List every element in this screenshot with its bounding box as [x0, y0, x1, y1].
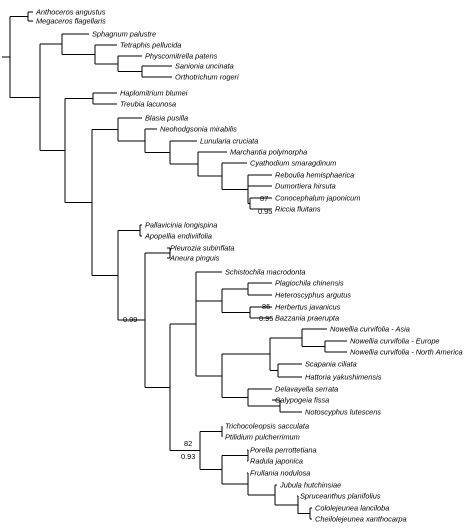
taxon-label: Aneura pinguis: [169, 254, 220, 263]
taxon-label: Scapania ciliata: [305, 360, 357, 369]
taxon-label: Tetraphis pellucida: [120, 41, 181, 50]
taxon-label: Cololejeunea lanciloba: [315, 504, 389, 513]
taxon-label: Porella perrottetiana: [250, 446, 317, 455]
support-value: 87: [260, 194, 268, 203]
taxon-label: Calypogeia fissa: [275, 396, 329, 405]
taxon-label: Marchantia polymorpha: [230, 148, 307, 157]
taxon-label: Nowellia curvifolia - Asia: [330, 325, 410, 334]
taxon-label: Frullania nodulosa: [250, 469, 310, 478]
support-value: 0.95: [259, 314, 273, 323]
taxon-label: Sanionia uncinata: [175, 62, 234, 71]
taxon-label: Neohodgsonia mirabilis: [160, 125, 237, 134]
taxon-label: Spruceanthus planifolius: [300, 492, 381, 501]
taxon-label: Apopellia endiviifolia: [144, 232, 212, 241]
taxon-label: Nowellia curvifolia - Europe: [350, 337, 440, 346]
taxon-label: Conocephalum japonicum: [275, 194, 360, 203]
taxon-label: Dumortiera hirsuta: [275, 182, 336, 191]
taxon-label: Anthoceros angustus: [35, 8, 106, 17]
taxon-label: Treubia lacunosa: [120, 100, 176, 109]
taxon-label: Haplomitrium blumei: [120, 89, 188, 98]
taxon-label: Trichocoleopsis sacculata: [225, 422, 309, 431]
taxon-label: Heteroscyphus argutus: [275, 291, 351, 300]
support-values: 87 0.95 86 0.95 0.99 82 0.93: [123, 194, 273, 461]
taxon-label: Nowellia curvifolia - North America: [350, 348, 463, 357]
support-value: 86: [262, 302, 270, 311]
taxon-label: Physcomitrella patens: [145, 52, 218, 61]
taxon-label: Delavayella serrata: [275, 385, 338, 394]
support-value: 0.95: [258, 207, 272, 216]
taxon-label: Plagiochila chinensis: [275, 279, 344, 288]
taxon-label: Reboulia hemisphaerica: [275, 171, 354, 180]
taxon-label: Riccia fluitans: [275, 205, 321, 214]
support-value: 0.93: [181, 452, 195, 461]
taxon-label: Pleurozia subinflata: [170, 244, 235, 253]
taxon-label: Radula japonica: [250, 457, 303, 466]
taxon-label: Schistochila macrodonta: [225, 268, 306, 277]
taxon-label: Bazzania praerupta: [275, 314, 339, 323]
taxon-label: Megaceros flagellaris: [36, 17, 106, 26]
taxon-label: Notoscyphus lutescens: [305, 408, 381, 417]
taxon-label: Orthotrichum rogeri: [175, 73, 239, 82]
support-value: 0.99: [123, 315, 137, 324]
taxon-label: Pallavicinia longispina: [145, 221, 217, 230]
taxon-label: Ptilidium pulcherrimum: [225, 433, 300, 442]
tree-branches: [2, 11, 347, 520]
taxon-label: Hattoria yakushimensis: [305, 373, 382, 382]
support-value: 82: [184, 439, 192, 448]
taxon-label: Herbertus javanicus: [275, 303, 341, 312]
taxon-label: Cyathodium smaragdinum: [250, 159, 336, 168]
taxon-label: Jubula hutchinsiae: [279, 481, 341, 490]
taxon-label: Blasia pusilla: [145, 114, 188, 123]
taxon-label: Sphagnum palustre: [92, 30, 156, 39]
taxon-label: Cheilolejeunea xanthocarpa: [315, 515, 407, 524]
taxon-label: Lunularia cruciata: [200, 137, 258, 146]
